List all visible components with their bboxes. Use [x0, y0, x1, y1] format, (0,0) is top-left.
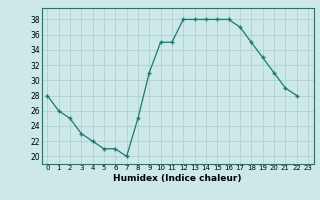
- X-axis label: Humidex (Indice chaleur): Humidex (Indice chaleur): [113, 174, 242, 183]
